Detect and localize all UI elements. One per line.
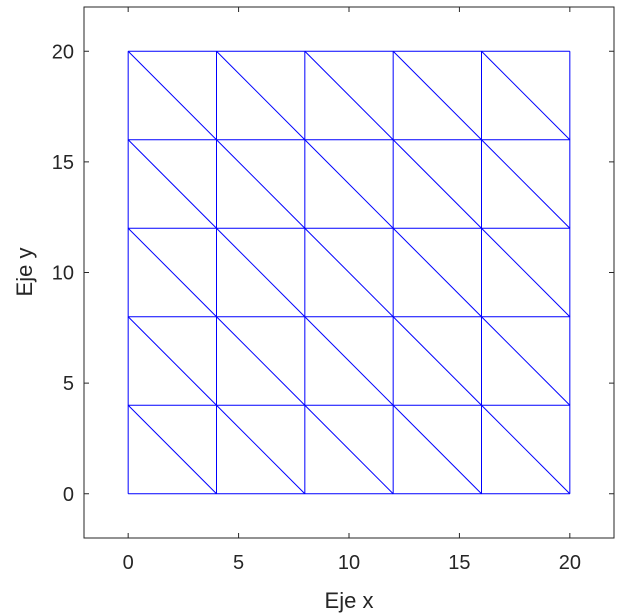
y-tick-label: 5 (63, 373, 74, 395)
y-tick-label: 20 (52, 41, 74, 63)
mesh-edge-diagonal (392, 316, 482, 406)
mesh-edge-diagonal (127, 316, 217, 406)
mesh-edge-diagonal (392, 50, 482, 141)
x-axis-ticks: 0 5 10 15 20 (123, 7, 581, 574)
mesh-edge-diagonal (392, 139, 482, 229)
mesh-edge-diagonal (127, 227, 217, 318)
y-axis-label: Eje y (12, 248, 37, 297)
x-axis-label: Eje x (325, 588, 374, 613)
x-tick-label: 15 (448, 552, 470, 574)
mesh-edge-diagonal (481, 227, 571, 318)
y-tick-label: 15 (52, 152, 74, 174)
mesh-edge-diagonal (304, 404, 394, 495)
mesh-edge-diagonal (216, 404, 306, 495)
mesh-edge-diagonal (216, 227, 306, 318)
mesh-edge-diagonal (304, 139, 394, 229)
mesh-edge-diagonal (216, 139, 306, 229)
mesh-edge-diagonal (392, 404, 482, 495)
mesh-edge-diagonal (481, 316, 571, 406)
x-tick-label: 5 (233, 552, 244, 574)
y-tick-label: 0 (63, 484, 74, 506)
triangle-mesh (127, 50, 571, 495)
x-tick-label: 10 (338, 552, 360, 574)
mesh-edge-diagonal (127, 404, 217, 495)
mesh-edge-diagonal (481, 50, 571, 141)
mesh-edge-diagonal (216, 50, 306, 141)
x-tick-label: 0 (123, 552, 134, 574)
mesh-edge-diagonal (216, 316, 306, 406)
mesh-edge-diagonal (481, 404, 571, 495)
y-tick-label: 10 (52, 263, 74, 285)
mesh-edge-diagonal (304, 316, 394, 406)
mesh-edge-diagonal (392, 227, 482, 318)
mesh-edge-diagonal (127, 139, 217, 229)
x-tick-label: 20 (559, 552, 581, 574)
mesh-edge-diagonal (481, 139, 571, 229)
mesh-edge-diagonal (304, 227, 394, 318)
mesh-edge-diagonal (304, 50, 394, 141)
mesh-edge-diagonal (127, 50, 217, 141)
y-axis-ticks: 0 5 10 15 20 (52, 41, 614, 506)
